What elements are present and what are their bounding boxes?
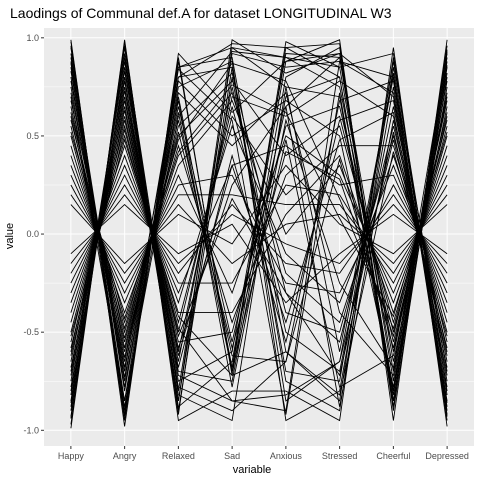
series-line — [70, 99, 448, 314]
series-lines — [70, 39, 448, 429]
x-tick-label: Angry — [113, 451, 137, 461]
series-line — [70, 91, 448, 324]
y-tick-label: 0.0 — [26, 229, 39, 239]
x-tick-label: Anxious — [270, 451, 303, 461]
series-line — [70, 39, 448, 427]
y-tick-label: -1.0 — [23, 425, 39, 435]
series-line — [70, 100, 448, 363]
y-axis-title: value — [4, 223, 16, 249]
x-tick-label: Cheerful — [376, 451, 410, 461]
series-line — [70, 138, 448, 396]
series-line — [70, 194, 448, 265]
series-line — [70, 184, 448, 275]
series-line — [70, 63, 448, 388]
series-line — [70, 105, 448, 407]
series-line — [70, 84, 448, 320]
series-line — [70, 184, 448, 284]
series-line — [70, 80, 448, 388]
series-line — [70, 120, 448, 377]
y-tick-label: 1.0 — [26, 33, 39, 43]
x-tick-label: Stressed — [322, 451, 358, 461]
series-line — [70, 71, 448, 412]
x-axis-ticks: Happy Angry Relaxed Sad Anxious Stressed Cheer… — [58, 446, 469, 461]
series-line — [70, 135, 448, 304]
x-tick-label: Happy — [58, 451, 85, 461]
chart-title: Laodings of Communal def.A for dataset L… — [10, 5, 392, 21]
series-line — [70, 164, 448, 265]
y-tick-label: 0.5 — [26, 131, 39, 141]
series-line — [70, 60, 448, 412]
x-tick-label: Sad — [224, 451, 240, 461]
series-line — [70, 92, 448, 388]
series-line — [70, 76, 448, 392]
y-tick-label: -0.5 — [23, 327, 39, 337]
series-line — [70, 112, 448, 350]
series-line — [70, 203, 448, 304]
x-tick-label: Relaxed — [162, 451, 195, 461]
y-axis-ticks: -1.0 -0.5 0.0 0.5 1.0 — [23, 33, 44, 435]
series-line — [70, 100, 448, 376]
series-line — [70, 128, 448, 402]
series-line — [70, 124, 448, 305]
series-line — [70, 62, 448, 331]
x-axis-title: variable — [233, 464, 272, 476]
x-tick-label: Depressed — [425, 451, 469, 461]
series-line — [70, 71, 448, 378]
